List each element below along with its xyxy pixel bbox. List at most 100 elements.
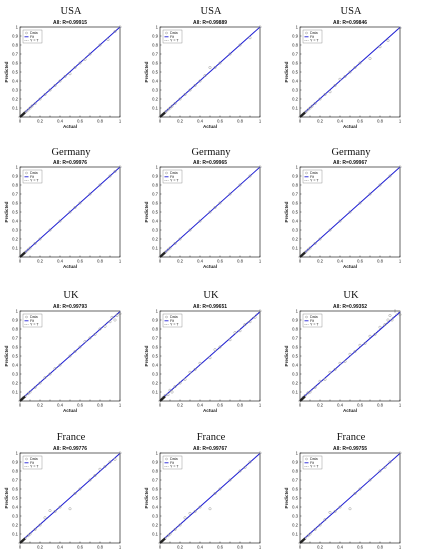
y-axis-label: Predicted	[284, 61, 289, 82]
data-point	[28, 390, 32, 394]
data-point	[38, 381, 42, 385]
y-tick-label: 1	[16, 451, 19, 456]
legend-marker-data	[165, 171, 168, 175]
y-tick-label: 1	[296, 451, 299, 456]
data-point	[398, 313, 402, 317]
data-point	[193, 84, 197, 87]
x-tick-label: 0.6	[77, 545, 83, 550]
legend-marker-data	[25, 457, 28, 461]
data-point	[38, 237, 42, 241]
x-tick-label: 0.4	[197, 545, 203, 550]
data-point	[388, 174, 392, 178]
y-tick-label: 0.5	[292, 354, 298, 359]
y-tick-label: 0.7	[152, 52, 158, 57]
data-point	[173, 528, 177, 531]
data-point	[48, 372, 52, 376]
y-tick-label: 1	[296, 165, 299, 170]
data-point	[33, 242, 37, 245]
y-axis-label: Predicted	[144, 201, 149, 222]
y-tick-label: 0.5	[152, 210, 158, 215]
y-tick-label: 0.1	[12, 246, 18, 251]
y-tick-label: 0.9	[12, 174, 18, 179]
data-point	[58, 219, 62, 223]
y-tick-label: 0.6	[292, 61, 298, 66]
fit-line	[19, 452, 121, 543]
y-tick-label: 0.4	[292, 505, 298, 510]
x-tick-label: 1	[399, 403, 402, 408]
x-tick-label: 0.8	[97, 545, 103, 550]
x-axis-label: Actual	[63, 264, 77, 269]
y-tick-label: 0.8	[12, 327, 18, 332]
y-tick-label: 0.8	[152, 327, 158, 332]
x-tick-label: 0	[159, 545, 162, 550]
y-tick-label: 0.7	[292, 192, 298, 197]
data-point	[213, 206, 217, 209]
data-point	[218, 487, 222, 491]
data-point	[183, 377, 187, 381]
data-point	[238, 183, 242, 187]
y-tick-label: 0.1	[292, 106, 298, 111]
x-tick-label: 0.2	[177, 403, 183, 408]
data-point	[308, 246, 312, 250]
data-point	[108, 320, 112, 324]
data-point	[166, 248, 170, 252]
y-tick-label: 0.2	[12, 237, 18, 242]
data-point	[328, 90, 332, 94]
data-point	[24, 250, 28, 254]
y-tick-label: 0.2	[292, 381, 298, 386]
data-point	[308, 390, 312, 394]
chart-title: All: R=0.99967	[333, 160, 367, 166]
data-point	[208, 507, 212, 511]
legend-box	[302, 29, 323, 44]
y-tick-label: 0.1	[152, 532, 158, 537]
legend-box	[22, 169, 43, 184]
country-heading: Germany	[51, 147, 91, 158]
fit-line	[299, 452, 401, 543]
data-point	[368, 478, 372, 482]
legend-label: Fit	[30, 35, 34, 39]
chart-title: All: R=0.99755	[333, 446, 367, 452]
y-tick-label: 0.2	[292, 237, 298, 242]
data-point	[383, 465, 387, 469]
data-point	[53, 510, 57, 513]
y-tick-label: 1	[156, 309, 159, 314]
data-point	[78, 345, 82, 349]
y-tick-label: 0.3	[152, 228, 158, 233]
data-point	[98, 327, 102, 331]
data-point	[178, 523, 182, 527]
y-tick-label: 0.5	[12, 70, 18, 75]
data-point	[26, 534, 30, 538]
x-tick-label: 0	[299, 403, 302, 408]
y-axis-label: Predicted	[144, 61, 149, 82]
y-tick-label: 0.6	[152, 201, 158, 206]
data-point	[198, 79, 202, 83]
y-tick-label: 0.7	[12, 192, 18, 197]
data-point	[63, 75, 67, 78]
x-tick-label: 0.4	[57, 259, 63, 264]
x-axis-label: Actual	[343, 264, 357, 269]
country-heading: UK	[203, 290, 219, 301]
data-point	[218, 345, 222, 349]
data-point	[33, 528, 37, 531]
y-tick-label: 0.1	[12, 106, 18, 111]
fit-line	[159, 452, 261, 543]
legend-label: Fit	[310, 35, 314, 39]
data-point	[253, 315, 257, 319]
y-tick-label: 0.3	[12, 514, 18, 519]
x-tick-label: 0.2	[177, 545, 183, 550]
data-point	[78, 61, 82, 65]
data-point	[228, 338, 232, 342]
data-point	[115, 314, 119, 317]
x-axis-label: Actual	[63, 408, 77, 413]
legend-label: Data	[310, 315, 318, 319]
legend-label: Fit	[30, 319, 34, 323]
y-axis-label: Predicted	[284, 345, 289, 366]
y-tick-label: 0.3	[152, 514, 158, 519]
legend-label: Y = T	[170, 323, 179, 327]
chart-title: All: R=0.99915	[53, 20, 87, 26]
y-tick-label: 0.9	[152, 34, 158, 39]
x-tick-label: 0.2	[317, 403, 323, 408]
legend-label: Y = T	[310, 179, 319, 183]
x-tick-label: 0.4	[197, 259, 203, 264]
data-point	[28, 106, 32, 110]
